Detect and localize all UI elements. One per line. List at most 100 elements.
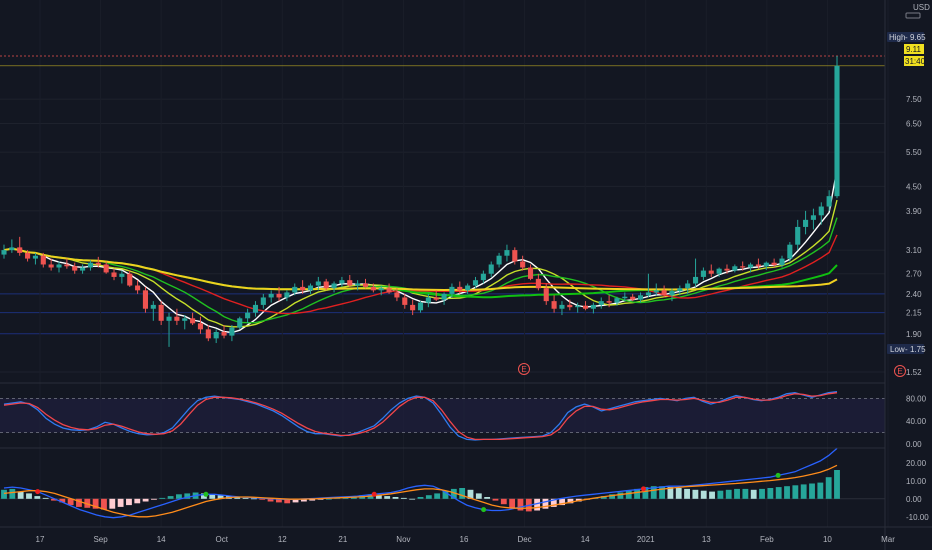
macd-histogram-bar	[325, 498, 332, 500]
candle-body	[559, 304, 565, 309]
candle-body	[472, 280, 479, 286]
candle-body	[95, 262, 101, 265]
macd-histogram-bar	[484, 497, 491, 499]
macd-histogram-bar	[600, 496, 607, 499]
price-axis[interactable]: 1.52 1.90 2.15 2.40 2.70 3.10 3.90 4.50 5.50 6.50…	[906, 95, 929, 522]
price-tick-label: 6.50	[906, 120, 922, 129]
time-tick-label: Feb	[760, 535, 774, 544]
time-tick-label: Mar	[881, 535, 895, 544]
macd-histogram-bar	[17, 491, 24, 499]
macd-histogram-bar	[375, 495, 382, 499]
candle-body	[80, 267, 86, 271]
low-tag-value: 1.75	[910, 345, 926, 354]
low-tag-label: Low	[890, 345, 905, 354]
macd-tick-label: 10.00	[906, 477, 927, 486]
stochastic-tick-label: 40.00	[906, 417, 927, 426]
macd-histogram-bar	[434, 493, 441, 499]
candle-body	[182, 318, 188, 321]
macd-histogram-bar	[217, 495, 224, 499]
macd-cross-marker	[371, 491, 377, 497]
high-tag-label: High	[889, 33, 905, 42]
candle-body	[9, 247, 15, 251]
candle-body	[826, 196, 832, 207]
candle-body	[87, 262, 93, 268]
macd-histogram-bar	[242, 497, 249, 499]
candle-body	[606, 301, 612, 303]
macd-histogram-bar	[759, 488, 765, 499]
earnings-marker-label: E	[897, 367, 902, 376]
macd-histogram-bar	[1, 489, 7, 499]
high-tag-value: 9.65	[910, 33, 926, 42]
candle-body	[119, 273, 125, 277]
macd-histogram-bar	[59, 498, 66, 503]
macd-histogram-bar	[534, 498, 541, 511]
candle-body	[567, 304, 573, 308]
time-tick-label: 14	[581, 535, 590, 544]
time-tick-label: 2021	[637, 535, 655, 544]
candle-body	[496, 255, 502, 265]
macd-cross-marker	[203, 491, 209, 497]
macd-pane[interactable]	[0, 447, 885, 519]
earnings-marker[interactable]: E	[894, 365, 906, 377]
candle-body	[72, 266, 78, 271]
candle-body	[834, 65, 840, 197]
stochastic-pane[interactable]	[0, 390, 885, 441]
candle-body	[433, 297, 439, 300]
candle-body	[685, 283, 691, 289]
price-tick-label: 3.90	[906, 207, 922, 216]
macd-histogram-bar	[492, 498, 499, 501]
price-tick-label: 4.50	[906, 182, 922, 191]
macd-histogram-bar	[92, 498, 99, 509]
macd-cross-marker	[640, 486, 646, 492]
time-tick-label: Nov	[396, 535, 410, 544]
price-pane[interactable]	[0, 55, 885, 347]
time-axis[interactable]: 17 Sep 14 Oct 12 21 Nov 16 Dec 14 2021 13 Feb 10 Mar	[36, 535, 896, 544]
price-tick-label: 1.90	[906, 330, 922, 339]
price-tick-label: 5.50	[906, 148, 922, 157]
candle-body	[795, 226, 801, 245]
candle-body	[158, 304, 164, 321]
macd-histogram-bar	[459, 488, 466, 499]
stochastic-tick-label: 0.00	[906, 440, 922, 449]
candle-body	[260, 297, 266, 305]
candle-body	[370, 286, 376, 291]
macd-histogram-bar	[659, 486, 665, 499]
candle-body	[56, 264, 62, 268]
macd-histogram-bar	[567, 498, 574, 504]
time-tick-label: 13	[702, 535, 711, 544]
macd-histogram-bar	[284, 498, 291, 504]
time-tick-label: Oct	[215, 535, 228, 544]
macd-histogram-bar	[642, 487, 649, 499]
candle-body	[669, 291, 675, 296]
macd-histogram-bar	[142, 498, 149, 502]
macd-histogram-bar	[250, 498, 257, 500]
candle-body	[630, 296, 636, 300]
candle-body	[740, 266, 746, 268]
candle-body	[755, 264, 761, 267]
candle-body	[645, 292, 651, 296]
macd-histogram-bar	[725, 489, 732, 499]
candle-body	[465, 285, 471, 291]
settings-icon[interactable]	[905, 12, 921, 19]
candle-body	[527, 267, 534, 279]
macd-histogram-bar	[700, 490, 707, 499]
candle-body	[174, 316, 180, 321]
candle-body	[779, 258, 785, 266]
candle-body	[142, 290, 149, 309]
candle-body	[323, 281, 329, 289]
candle-body	[551, 301, 557, 309]
candle-body	[441, 293, 447, 300]
macd-histogram-bar	[709, 491, 715, 499]
macd-histogram-bar	[209, 494, 216, 499]
currency-label[interactable]: USD	[913, 3, 930, 12]
macd-tick-label: -10.00	[906, 513, 929, 522]
macd-histogram-bar	[817, 482, 824, 499]
candle-body	[237, 318, 243, 328]
earnings-marker[interactable]: E	[518, 363, 530, 375]
candle-body	[292, 286, 298, 293]
macd-cross-marker	[481, 507, 487, 513]
low-price-tag: Low - 1.75	[887, 344, 926, 354]
candle-body	[590, 304, 596, 309]
